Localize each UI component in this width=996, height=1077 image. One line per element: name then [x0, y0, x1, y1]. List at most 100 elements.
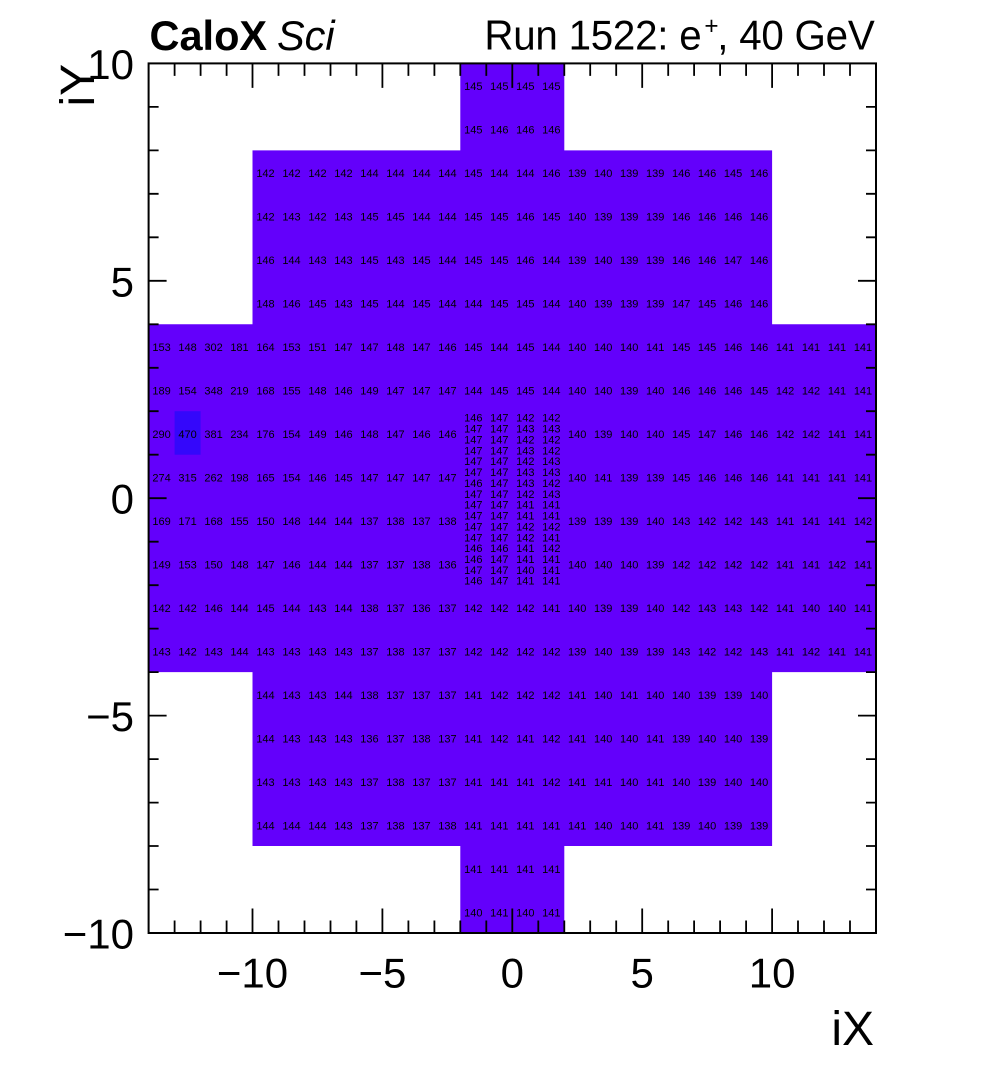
svg-text:144: 144: [438, 299, 456, 311]
svg-text:140: 140: [594, 820, 612, 832]
svg-text:153: 153: [282, 342, 300, 354]
svg-text:147: 147: [386, 429, 404, 441]
svg-text:−5: −5: [86, 693, 134, 740]
svg-text:139: 139: [594, 212, 612, 224]
svg-text:139: 139: [594, 429, 612, 441]
svg-text:144: 144: [464, 299, 482, 311]
svg-text:141: 141: [516, 511, 534, 523]
svg-text:139: 139: [646, 559, 664, 571]
svg-text:146: 146: [750, 212, 768, 224]
svg-text:141: 141: [542, 576, 560, 588]
svg-text:145: 145: [464, 255, 482, 267]
svg-text:143: 143: [750, 516, 768, 528]
svg-text:146: 146: [724, 342, 742, 354]
svg-text:139: 139: [620, 516, 638, 528]
svg-text:146: 146: [750, 472, 768, 484]
svg-text:140: 140: [594, 168, 612, 180]
svg-text:143: 143: [204, 646, 222, 658]
svg-text:143: 143: [672, 646, 690, 658]
svg-text:137: 137: [412, 646, 430, 658]
svg-text:140: 140: [568, 559, 586, 571]
svg-text:198: 198: [230, 472, 248, 484]
svg-text:0: 0: [111, 476, 134, 523]
svg-text:136: 136: [412, 603, 430, 615]
svg-text:142: 142: [516, 521, 534, 533]
svg-text:iY: iY: [52, 64, 105, 107]
svg-text:147: 147: [724, 255, 742, 267]
svg-text:142: 142: [490, 603, 508, 615]
svg-text:142: 142: [490, 733, 508, 745]
svg-text:140: 140: [594, 386, 612, 398]
svg-text:144: 144: [386, 299, 404, 311]
svg-text:139: 139: [646, 472, 664, 484]
svg-text:168: 168: [204, 516, 222, 528]
svg-text:142: 142: [802, 429, 820, 441]
svg-text:140: 140: [646, 386, 664, 398]
svg-text:262: 262: [204, 472, 222, 484]
svg-text:140: 140: [646, 429, 664, 441]
svg-text:146: 146: [724, 386, 742, 398]
svg-text:140: 140: [620, 777, 638, 789]
svg-text:145: 145: [334, 472, 352, 484]
svg-text:144: 144: [412, 168, 430, 180]
svg-text:348: 348: [204, 386, 222, 398]
svg-text:142: 142: [490, 690, 508, 702]
svg-text:140: 140: [594, 646, 612, 658]
svg-text:147: 147: [698, 429, 716, 441]
svg-text:141: 141: [646, 342, 664, 354]
svg-text:141: 141: [568, 777, 586, 789]
svg-text:139: 139: [594, 299, 612, 311]
svg-text:148: 148: [282, 516, 300, 528]
svg-text:147: 147: [464, 467, 482, 479]
svg-text:142: 142: [256, 212, 274, 224]
svg-text:144: 144: [256, 690, 274, 702]
svg-text:147: 147: [490, 489, 508, 501]
svg-text:141: 141: [490, 864, 508, 876]
svg-text:142: 142: [308, 212, 326, 224]
svg-text:143: 143: [542, 489, 560, 501]
svg-text:139: 139: [620, 168, 638, 180]
svg-text:142: 142: [542, 434, 560, 446]
svg-text:140: 140: [750, 690, 768, 702]
svg-text:142: 142: [698, 516, 716, 528]
svg-text:141: 141: [542, 603, 560, 615]
svg-text:145: 145: [750, 386, 768, 398]
svg-text:143: 143: [516, 467, 534, 479]
svg-text:140: 140: [646, 516, 664, 528]
svg-text:145: 145: [464, 125, 482, 137]
svg-text:141: 141: [620, 690, 638, 702]
svg-text:142: 142: [542, 733, 560, 745]
svg-text:144: 144: [230, 646, 248, 658]
svg-text:141: 141: [542, 820, 560, 832]
svg-text:140: 140: [568, 603, 586, 615]
svg-text:149: 149: [152, 559, 170, 571]
svg-text:143: 143: [542, 467, 560, 479]
svg-text:146: 146: [308, 472, 326, 484]
svg-text:145: 145: [464, 212, 482, 224]
svg-text:138: 138: [360, 603, 378, 615]
svg-text:164: 164: [256, 342, 274, 354]
svg-text:140: 140: [568, 472, 586, 484]
svg-text:143: 143: [672, 516, 690, 528]
svg-text:139: 139: [672, 733, 690, 745]
svg-text:145: 145: [516, 386, 534, 398]
svg-text:145: 145: [490, 255, 508, 267]
svg-text:144: 144: [256, 733, 274, 745]
svg-text:142: 142: [516, 489, 534, 501]
svg-text:147: 147: [464, 521, 482, 533]
svg-text:142: 142: [178, 603, 196, 615]
svg-text:145: 145: [490, 81, 508, 93]
svg-text:146: 146: [724, 429, 742, 441]
svg-text:147: 147: [490, 434, 508, 446]
svg-text:147: 147: [360, 342, 378, 354]
svg-text:137: 137: [386, 603, 404, 615]
svg-text:141: 141: [542, 511, 560, 523]
svg-text:155: 155: [282, 386, 300, 398]
svg-text:146: 146: [490, 125, 508, 137]
svg-text:143: 143: [386, 255, 404, 267]
svg-text:146: 146: [412, 429, 430, 441]
svg-text:137: 137: [360, 777, 378, 789]
svg-text:142: 142: [776, 429, 794, 441]
svg-text:143: 143: [516, 424, 534, 436]
svg-text:168: 168: [256, 386, 274, 398]
